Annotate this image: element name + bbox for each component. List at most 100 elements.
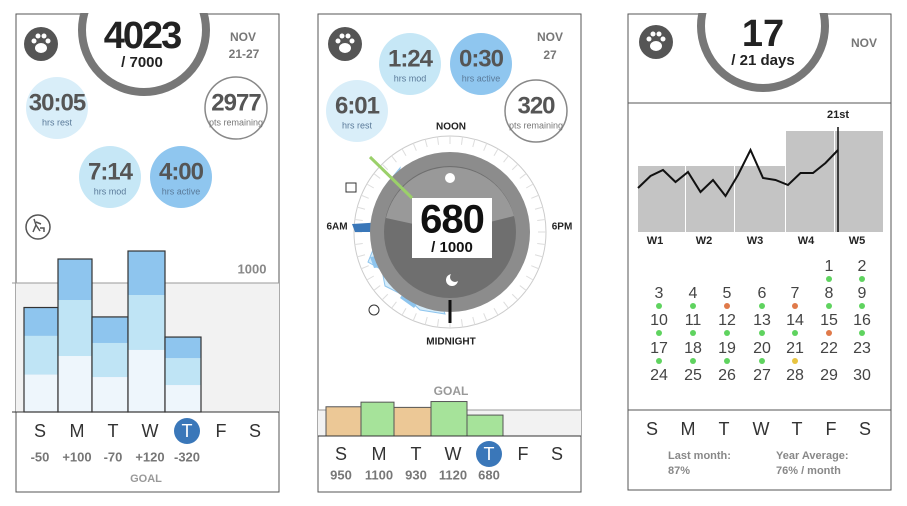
delta: -70 <box>104 449 123 464</box>
dial-tick <box>519 173 527 179</box>
week-block <box>786 131 834 232</box>
day-label: S <box>335 444 347 464</box>
day-label: F <box>826 419 837 439</box>
calendar-day: 15 <box>820 312 838 329</box>
points: 680 <box>420 198 484 242</box>
bar-segment <box>128 294 165 350</box>
dial-tick <box>460 319 464 328</box>
status-dot <box>826 330 832 336</box>
status-dot <box>656 358 662 364</box>
bar <box>393 406 432 437</box>
week-label: W2 <box>696 235 713 247</box>
bar-segment <box>128 251 165 295</box>
calendar-day: 17 <box>650 340 668 357</box>
progress-ring <box>697 0 829 92</box>
dial-tick <box>424 316 428 325</box>
paw-toe <box>349 38 355 44</box>
dial-tick <box>357 254 366 258</box>
day-label: S <box>551 444 563 464</box>
selected-day <box>476 441 502 467</box>
week-block <box>686 166 734 232</box>
value-label: 1100 <box>365 467 393 482</box>
day-label: T <box>182 421 193 441</box>
dial-tick <box>366 183 375 189</box>
step-count: 4023 <box>104 15 181 57</box>
summary-value: 87% <box>668 465 690 477</box>
dial-tick <box>493 148 499 157</box>
day-label: M <box>70 421 85 441</box>
selected-day <box>174 418 200 444</box>
dial-tick <box>534 254 543 258</box>
status-dot <box>826 303 832 309</box>
status-dot <box>690 303 696 309</box>
dial-label: 6PM <box>552 222 573 233</box>
delta: +100 <box>62 449 91 464</box>
week-label: W1 <box>647 235 664 247</box>
month: NOV <box>537 30 563 44</box>
dial-tick <box>436 136 440 145</box>
calendar-day: 7 <box>791 285 800 302</box>
month: NOV <box>230 30 256 44</box>
paw-pad <box>35 43 47 53</box>
dial-tick <box>354 218 363 222</box>
dial-tick <box>361 194 369 199</box>
day-label: W <box>445 444 462 464</box>
dial-tick <box>373 285 381 291</box>
value-label: 950 <box>330 467 352 482</box>
status-dot <box>792 358 798 364</box>
day-label: S <box>646 419 658 439</box>
dial-label: NOON <box>436 122 466 133</box>
value-label: 680 <box>478 467 500 482</box>
dial-tick <box>537 218 546 222</box>
dial-tick <box>361 265 369 270</box>
stat-value: 4:00 <box>159 158 204 185</box>
dial-tick <box>511 163 519 171</box>
calendar-day: 11 <box>685 312 702 329</box>
bar-segment <box>92 342 128 378</box>
day-label: T <box>719 419 730 439</box>
bar <box>325 406 362 437</box>
cover <box>70 0 220 13</box>
day-label: T <box>792 419 803 439</box>
dial-tick <box>537 242 546 246</box>
stat-label: pts remaining <box>209 117 263 127</box>
summary-label: Last month: <box>668 450 731 462</box>
week-block <box>638 166 685 232</box>
bar <box>430 401 468 437</box>
dial-tick <box>391 155 397 163</box>
dial-tick <box>483 143 488 151</box>
status-dot <box>759 303 765 309</box>
status-dot <box>759 330 765 336</box>
bar-segment <box>24 307 58 336</box>
trend-line <box>637 147 839 198</box>
bar-segment <box>24 335 58 375</box>
day-label: F <box>518 444 529 464</box>
status-dot <box>724 330 730 336</box>
status-dot <box>792 303 798 309</box>
calendar-day: 16 <box>853 312 871 329</box>
calendar-day: 21 <box>786 340 804 357</box>
dial-label: 6AM <box>326 222 347 233</box>
summary-value: 76% / month <box>776 465 841 477</box>
dial-tick <box>401 307 407 316</box>
status-dot <box>859 330 865 336</box>
dial-tick <box>534 206 543 210</box>
today-label: 21st <box>827 109 849 121</box>
dial-tick <box>503 301 509 309</box>
cover <box>690 0 840 13</box>
month: NOV <box>851 36 877 50</box>
delta: -50 <box>31 449 50 464</box>
week-label: W3 <box>747 235 764 247</box>
paw-toe <box>35 33 41 39</box>
status-dot <box>724 303 730 309</box>
paw-toe <box>339 33 345 39</box>
dial-tick <box>366 275 375 281</box>
footer-goal: GOAL <box>130 473 162 485</box>
day-label: T <box>108 421 119 441</box>
dial-tick <box>381 163 389 171</box>
week-label: W4 <box>798 235 815 247</box>
moon-cut <box>450 272 460 282</box>
calendar-day: 1 <box>825 258 834 275</box>
day-label: M <box>372 444 387 464</box>
